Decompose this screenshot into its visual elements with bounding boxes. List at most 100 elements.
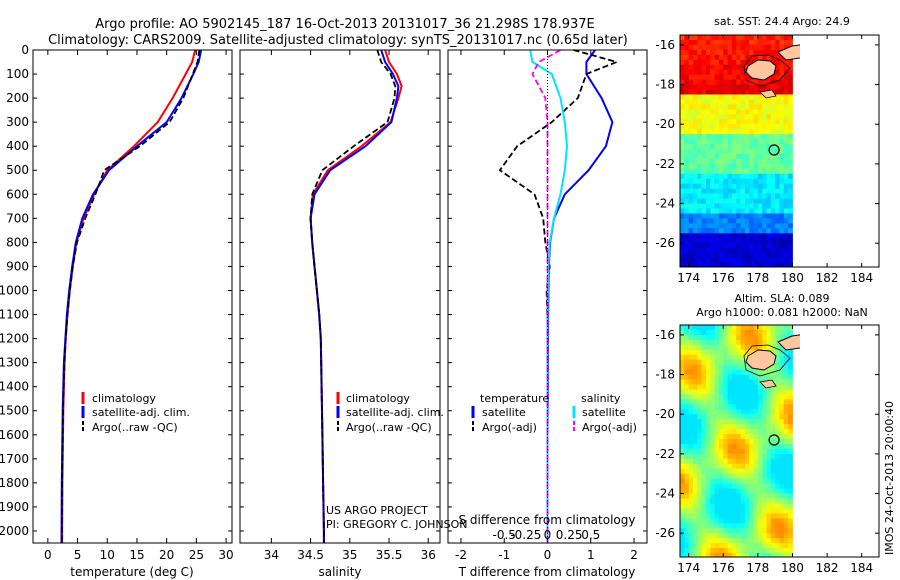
heatmap-cell [731, 248, 737, 254]
heatmap-cell [731, 258, 737, 264]
heatmap-cell [684, 223, 689, 229]
heatmap-cell [714, 498, 720, 504]
heatmap-cell [783, 334, 789, 341]
heatmap-cell [762, 119, 767, 125]
heatmap-cell [762, 458, 767, 465]
heatmap-cell [701, 84, 707, 90]
heatmap-cell [762, 114, 767, 120]
heatmap-cell [744, 49, 750, 56]
heatmap-cell [762, 414, 767, 420]
heatmap-cell [697, 40, 702, 46]
heatmap-cell [680, 349, 685, 356]
heatmap-cell [775, 379, 780, 385]
heatmap-cell [714, 134, 720, 140]
heatmap-cell [740, 448, 746, 455]
heatmap-cell [783, 243, 789, 249]
heatmap-cell [753, 444, 759, 450]
heatmap-cell [779, 99, 785, 105]
heatmap-cell [684, 213, 689, 219]
heatmap-cell [770, 498, 776, 504]
heatmap-cell [718, 364, 724, 371]
heatmap-cell [731, 69, 737, 76]
heatmap-cell [680, 198, 685, 204]
heatmap-cell [744, 188, 750, 195]
heatmap-cell [723, 89, 728, 95]
heatmap-cell [740, 523, 746, 529]
heatmap-cell [783, 213, 789, 219]
heatmap-cell [731, 364, 737, 371]
heatmap-cell [740, 99, 746, 105]
heatmap-cell [710, 394, 715, 400]
heatmap-cell [723, 223, 728, 229]
series-line-satellite-adj-clim- [60, 49, 203, 544]
heatmap-cell [701, 399, 707, 405]
heatmap-cell [770, 193, 776, 199]
heatmap-cell [684, 203, 689, 209]
heatmap-cell [775, 253, 780, 259]
heatmap-cell [684, 163, 689, 170]
heatmap-cell [727, 404, 733, 410]
heatmap-cell [684, 154, 689, 160]
heatmap-cell [723, 478, 728, 485]
heatmap-cell [693, 458, 698, 465]
heatmap-cell [714, 419, 720, 425]
heatmap-cell [744, 203, 750, 209]
heatmap-cell [744, 419, 750, 425]
heatmap-cell [714, 453, 720, 460]
heatmap-cell [684, 193, 689, 199]
heatmap-cell [680, 258, 685, 264]
heatmap-cell [783, 119, 789, 125]
heatmap-cell [701, 144, 707, 150]
heatmap-cell [718, 129, 724, 135]
heatmap-cell [688, 349, 694, 356]
heatmap-cell [736, 84, 741, 90]
heatmap-cell [757, 528, 763, 534]
heatmap-cell [775, 394, 780, 400]
heatmap-cell [693, 359, 698, 366]
heatmap-cell [779, 488, 785, 494]
heatmap-cell [762, 173, 767, 180]
x-tick-label: -1 [498, 548, 510, 562]
heatmap-cell [706, 208, 711, 214]
heatmap-cell [744, 198, 750, 204]
heatmap-cell [727, 339, 733, 346]
heatmap-cell [727, 394, 733, 400]
y-tick-label: 700 [6, 211, 29, 225]
heatmap-cell [684, 344, 689, 351]
heatmap-cell [718, 399, 724, 405]
heatmap-cell [775, 453, 780, 460]
heatmap-cell [757, 114, 763, 120]
heatmap-cell [762, 374, 767, 380]
heatmap-cell [749, 208, 754, 214]
heatmap-cell [723, 523, 728, 529]
heatmap-cell [749, 188, 754, 195]
heatmap-cell [749, 523, 754, 529]
heatmap-cell [770, 513, 776, 519]
heatmap-cell [710, 483, 715, 489]
heatmap-cell [736, 478, 741, 485]
heatmap-cell [788, 223, 793, 229]
heatmap-cell [680, 414, 685, 420]
heatmap-cell [701, 503, 707, 509]
heatmap-cell [714, 203, 720, 209]
heatmap-cell [783, 434, 789, 440]
heatmap-cell [723, 325, 728, 331]
heatmap-cell [770, 178, 776, 185]
heatmap-cell [766, 198, 772, 204]
heatmap-cell [718, 54, 724, 61]
heatmap-cell [701, 44, 707, 51]
heatmap-cell [736, 258, 741, 264]
heatmap-cell [788, 183, 793, 190]
heatmap-cell [783, 64, 789, 71]
heatmap-cell [714, 444, 720, 450]
heatmap-cell [779, 518, 785, 524]
heatmap-cell [680, 193, 685, 199]
heatmap-cell [697, 429, 702, 435]
heatmap-cell [788, 248, 793, 254]
heatmap-cell [744, 149, 750, 155]
heatmap-cell [706, 79, 711, 85]
heatmap-cell [706, 104, 711, 110]
heatmap-cell [701, 94, 707, 100]
heatmap-cell [757, 243, 763, 249]
heatmap-cell [753, 483, 759, 489]
